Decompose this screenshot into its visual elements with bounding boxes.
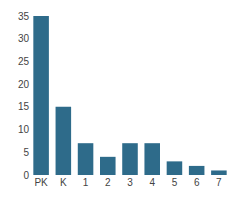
svg-text:5: 5 (172, 177, 178, 188)
svg-text:5: 5 (23, 147, 29, 158)
svg-text:15: 15 (18, 101, 30, 112)
svg-text:35: 35 (18, 11, 30, 22)
svg-text:2: 2 (105, 177, 111, 188)
svg-text:30: 30 (18, 33, 30, 44)
svg-text:1: 1 (83, 177, 89, 188)
svg-text:3: 3 (127, 177, 133, 188)
svg-text:7: 7 (216, 177, 222, 188)
svg-text:0: 0 (23, 170, 29, 181)
svg-text:20: 20 (18, 79, 30, 90)
svg-text:PK: PK (34, 177, 48, 188)
svg-text:4: 4 (149, 177, 155, 188)
svg-text:K: K (60, 177, 67, 188)
svg-text:6: 6 (194, 177, 200, 188)
svg-text:10: 10 (18, 124, 30, 135)
svg-text:25: 25 (18, 56, 30, 67)
